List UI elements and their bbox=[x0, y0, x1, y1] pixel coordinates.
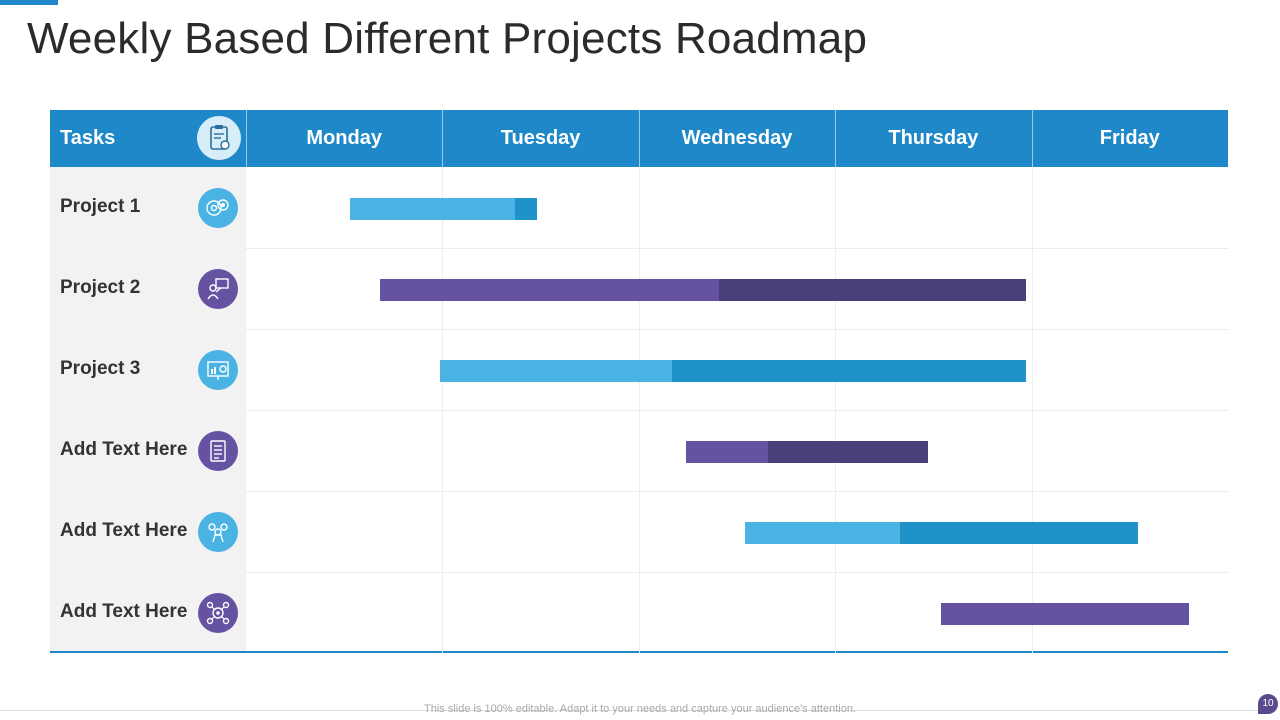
task-label: Add Text Here bbox=[60, 600, 188, 622]
day-header-wednesday: Wednesday bbox=[681, 127, 793, 149]
day-header-thursday: Thursday bbox=[888, 127, 979, 149]
gantt-bar-segment bbox=[941, 602, 1189, 625]
gantt-chart: Tasks Monday Tuesday Wednesday Thursday Frid… bbox=[50, 110, 1228, 653]
day-header-monday: Monday bbox=[306, 127, 382, 149]
accent-bar bbox=[0, 0, 58, 5]
task-label: Project 3 bbox=[60, 357, 141, 379]
row-gridline bbox=[246, 248, 1228, 249]
tasks-column bbox=[50, 167, 246, 653]
gantt-bar-segment bbox=[379, 278, 720, 301]
row-gridline bbox=[246, 572, 1228, 573]
row-gridline bbox=[246, 410, 1228, 411]
gantt-bar-segment bbox=[440, 359, 673, 382]
header-separator bbox=[1031, 110, 1033, 167]
header-separator bbox=[835, 110, 837, 167]
gantt-bar-segment bbox=[900, 521, 1138, 544]
presentation-chart-icon bbox=[198, 349, 238, 390]
tasks-header-label: Tasks bbox=[60, 127, 116, 149]
gantt-bar-segment bbox=[685, 440, 769, 463]
page-number: 10 bbox=[1258, 694, 1278, 714]
row-gridline bbox=[246, 491, 1228, 492]
gantt-bar-segment bbox=[672, 359, 1026, 382]
gantt-bar-segment bbox=[719, 278, 1026, 301]
gantt-bar-segment bbox=[768, 440, 928, 463]
day-header-friday: Friday bbox=[1099, 127, 1160, 149]
footer-note: This slide is 100% editable. Adapt it to… bbox=[424, 703, 856, 715]
presenter-board-icon bbox=[198, 268, 238, 309]
task-label: Project 2 bbox=[60, 276, 141, 298]
gantt-bar-segment bbox=[350, 197, 516, 220]
network-gear-icon bbox=[198, 592, 238, 633]
header-separator bbox=[638, 110, 640, 167]
footer-divider bbox=[0, 710, 1260, 711]
header-separator bbox=[246, 110, 247, 167]
header-separator bbox=[442, 110, 444, 167]
day-header-tuesday: Tuesday bbox=[500, 127, 581, 149]
gantt-header-row: Tasks Monday Tuesday Wednesday Thursday Frid… bbox=[50, 110, 1228, 167]
document-list-icon bbox=[198, 430, 238, 471]
task-label: Add Text Here bbox=[60, 438, 188, 460]
task-label: Add Text Here bbox=[60, 519, 188, 541]
page-title: Weekly Based Different Projects Roadmap bbox=[27, 14, 868, 63]
gantt-bar-segment bbox=[515, 197, 537, 220]
task-label: Project 1 bbox=[60, 195, 141, 217]
row-gridline bbox=[246, 329, 1228, 330]
gantt-bar-segment bbox=[744, 521, 900, 544]
team-ideas-icon bbox=[198, 511, 238, 552]
clipboard-checklist-icon bbox=[197, 116, 241, 160]
brain-gears-icon bbox=[198, 187, 238, 228]
